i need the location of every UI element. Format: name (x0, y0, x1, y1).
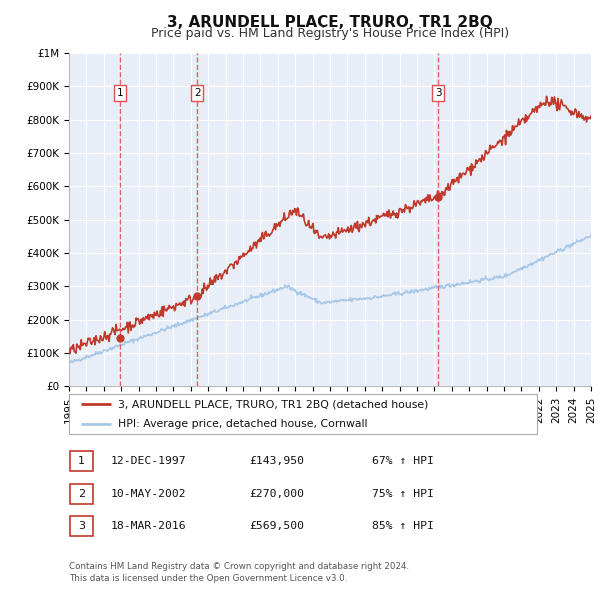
Text: 3, ARUNDELL PLACE, TRURO, TR1 2BQ (detached house): 3, ARUNDELL PLACE, TRURO, TR1 2BQ (detac… (118, 399, 428, 409)
Text: 10-MAY-2002: 10-MAY-2002 (111, 489, 187, 499)
Text: 2: 2 (194, 88, 200, 98)
Text: £143,950: £143,950 (249, 457, 304, 466)
Text: £270,000: £270,000 (249, 489, 304, 499)
Text: 3: 3 (435, 88, 442, 98)
Text: £569,500: £569,500 (249, 522, 304, 531)
Text: Price paid vs. HM Land Registry's House Price Index (HPI): Price paid vs. HM Land Registry's House … (151, 27, 509, 40)
Text: 85% ↑ HPI: 85% ↑ HPI (372, 522, 434, 531)
Text: 12-DEC-1997: 12-DEC-1997 (111, 457, 187, 466)
Text: 2: 2 (78, 489, 85, 499)
Text: Contains HM Land Registry data © Crown copyright and database right 2024.
This d: Contains HM Land Registry data © Crown c… (69, 562, 409, 583)
Text: HPI: Average price, detached house, Cornwall: HPI: Average price, detached house, Corn… (118, 419, 368, 428)
Text: 1: 1 (117, 88, 124, 98)
Text: 1: 1 (78, 457, 85, 466)
Text: 67% ↑ HPI: 67% ↑ HPI (372, 457, 434, 466)
Text: 3: 3 (78, 522, 85, 531)
Text: 75% ↑ HPI: 75% ↑ HPI (372, 489, 434, 499)
Text: 18-MAR-2016: 18-MAR-2016 (111, 522, 187, 531)
Text: 3, ARUNDELL PLACE, TRURO, TR1 2BQ: 3, ARUNDELL PLACE, TRURO, TR1 2BQ (167, 15, 493, 30)
